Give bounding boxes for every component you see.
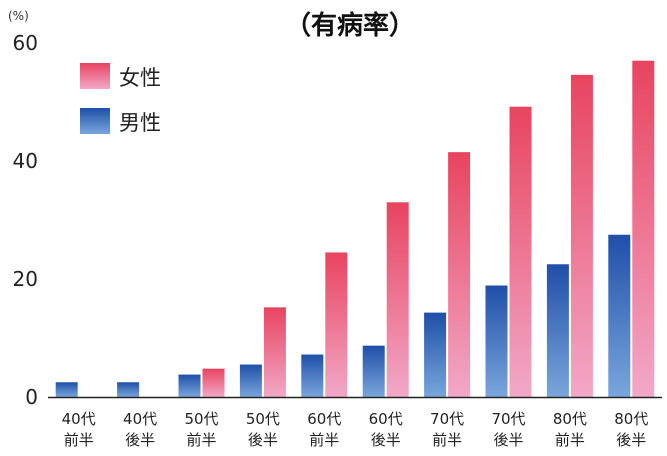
bar-female bbox=[570, 74, 593, 398]
x-tick-label: 前半 bbox=[309, 431, 339, 449]
y-tick-label: 40 bbox=[13, 149, 38, 173]
bar-male bbox=[178, 374, 201, 397]
x-tick-label: 後半 bbox=[125, 431, 155, 449]
bar-male bbox=[362, 345, 385, 397]
bar-female bbox=[509, 106, 532, 397]
x-tick-label: 前半 bbox=[64, 431, 94, 449]
bar-female bbox=[632, 60, 655, 397]
bar-male bbox=[424, 312, 447, 397]
bar-female bbox=[448, 152, 471, 397]
x-tick-label: 80代 bbox=[553, 410, 587, 428]
legend-label-female: 女性 bbox=[119, 66, 161, 90]
bar-female bbox=[325, 252, 348, 397]
bar-male bbox=[117, 382, 140, 397]
x-tick-label: 70代 bbox=[491, 410, 525, 428]
x-tick-label: 前半 bbox=[555, 431, 585, 449]
bar-male bbox=[485, 285, 508, 397]
y-axis-unit: (%) bbox=[8, 9, 29, 23]
y-tick-label: 20 bbox=[13, 267, 38, 291]
bar-male bbox=[301, 354, 324, 397]
x-tick-label: 40代 bbox=[62, 410, 96, 428]
x-tick-label: 前半 bbox=[432, 431, 462, 449]
bar-male bbox=[608, 234, 631, 397]
chart-title: （有病率） bbox=[285, 10, 415, 41]
x-tick-label: 60代 bbox=[307, 410, 341, 428]
bar-male bbox=[546, 264, 569, 397]
x-tick-label: 50代 bbox=[246, 410, 280, 428]
bar-male bbox=[239, 364, 262, 397]
bar-female bbox=[202, 368, 225, 397]
x-tick-label: 後半 bbox=[248, 431, 278, 449]
y-tick-label: 0 bbox=[25, 385, 38, 409]
legend-swatch-female bbox=[80, 63, 110, 89]
bar-female bbox=[263, 307, 286, 397]
x-tick-label: 70代 bbox=[430, 410, 464, 428]
x-tick-label: 40代 bbox=[123, 410, 157, 428]
x-tick-label: 80代 bbox=[614, 410, 648, 428]
bar-male bbox=[55, 382, 78, 397]
legend: 女性 男性 bbox=[80, 63, 161, 135]
bar-female bbox=[386, 202, 409, 397]
y-axis-ticks: 0 20 40 60 bbox=[13, 31, 38, 409]
legend-swatch-male bbox=[80, 108, 110, 134]
y-tick-label: 60 bbox=[13, 31, 38, 55]
bars-group bbox=[55, 60, 655, 398]
x-tick-label: 後半 bbox=[616, 431, 646, 449]
x-tick-label: 後半 bbox=[493, 431, 523, 449]
x-tick-label: 前半 bbox=[186, 431, 216, 449]
x-tick-label: 後半 bbox=[371, 431, 401, 449]
x-tick-label: 60代 bbox=[369, 410, 403, 428]
legend-label-male: 男性 bbox=[119, 111, 161, 135]
x-tick-label: 50代 bbox=[184, 410, 218, 428]
